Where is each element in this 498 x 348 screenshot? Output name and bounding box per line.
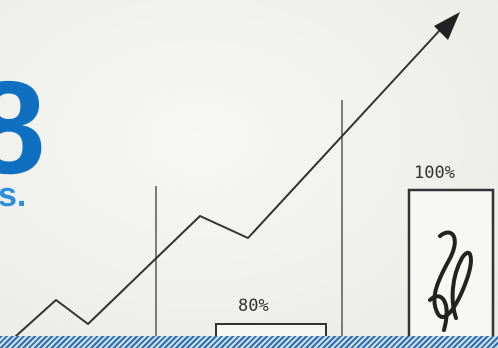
scribble-bar-icon [428,230,473,332]
trend-line [15,29,441,337]
bar-large [407,188,495,348]
brand-tagline-fragment: s. [0,176,27,214]
bar-small-label: 80% [238,296,269,316]
hatched-floor [0,336,498,348]
brand-logo-digit: 8 [0,54,45,201]
upward-trend-arrow-icon [434,12,460,40]
bar-large-label: 100% [414,163,455,183]
